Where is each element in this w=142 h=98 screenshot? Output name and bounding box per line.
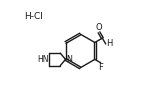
Text: H-Cl: H-Cl: [24, 12, 43, 21]
Text: F: F: [98, 63, 103, 72]
Text: N: N: [67, 55, 73, 64]
Text: HN: HN: [37, 55, 48, 64]
Text: H: H: [106, 39, 113, 49]
Text: O: O: [96, 23, 102, 32]
